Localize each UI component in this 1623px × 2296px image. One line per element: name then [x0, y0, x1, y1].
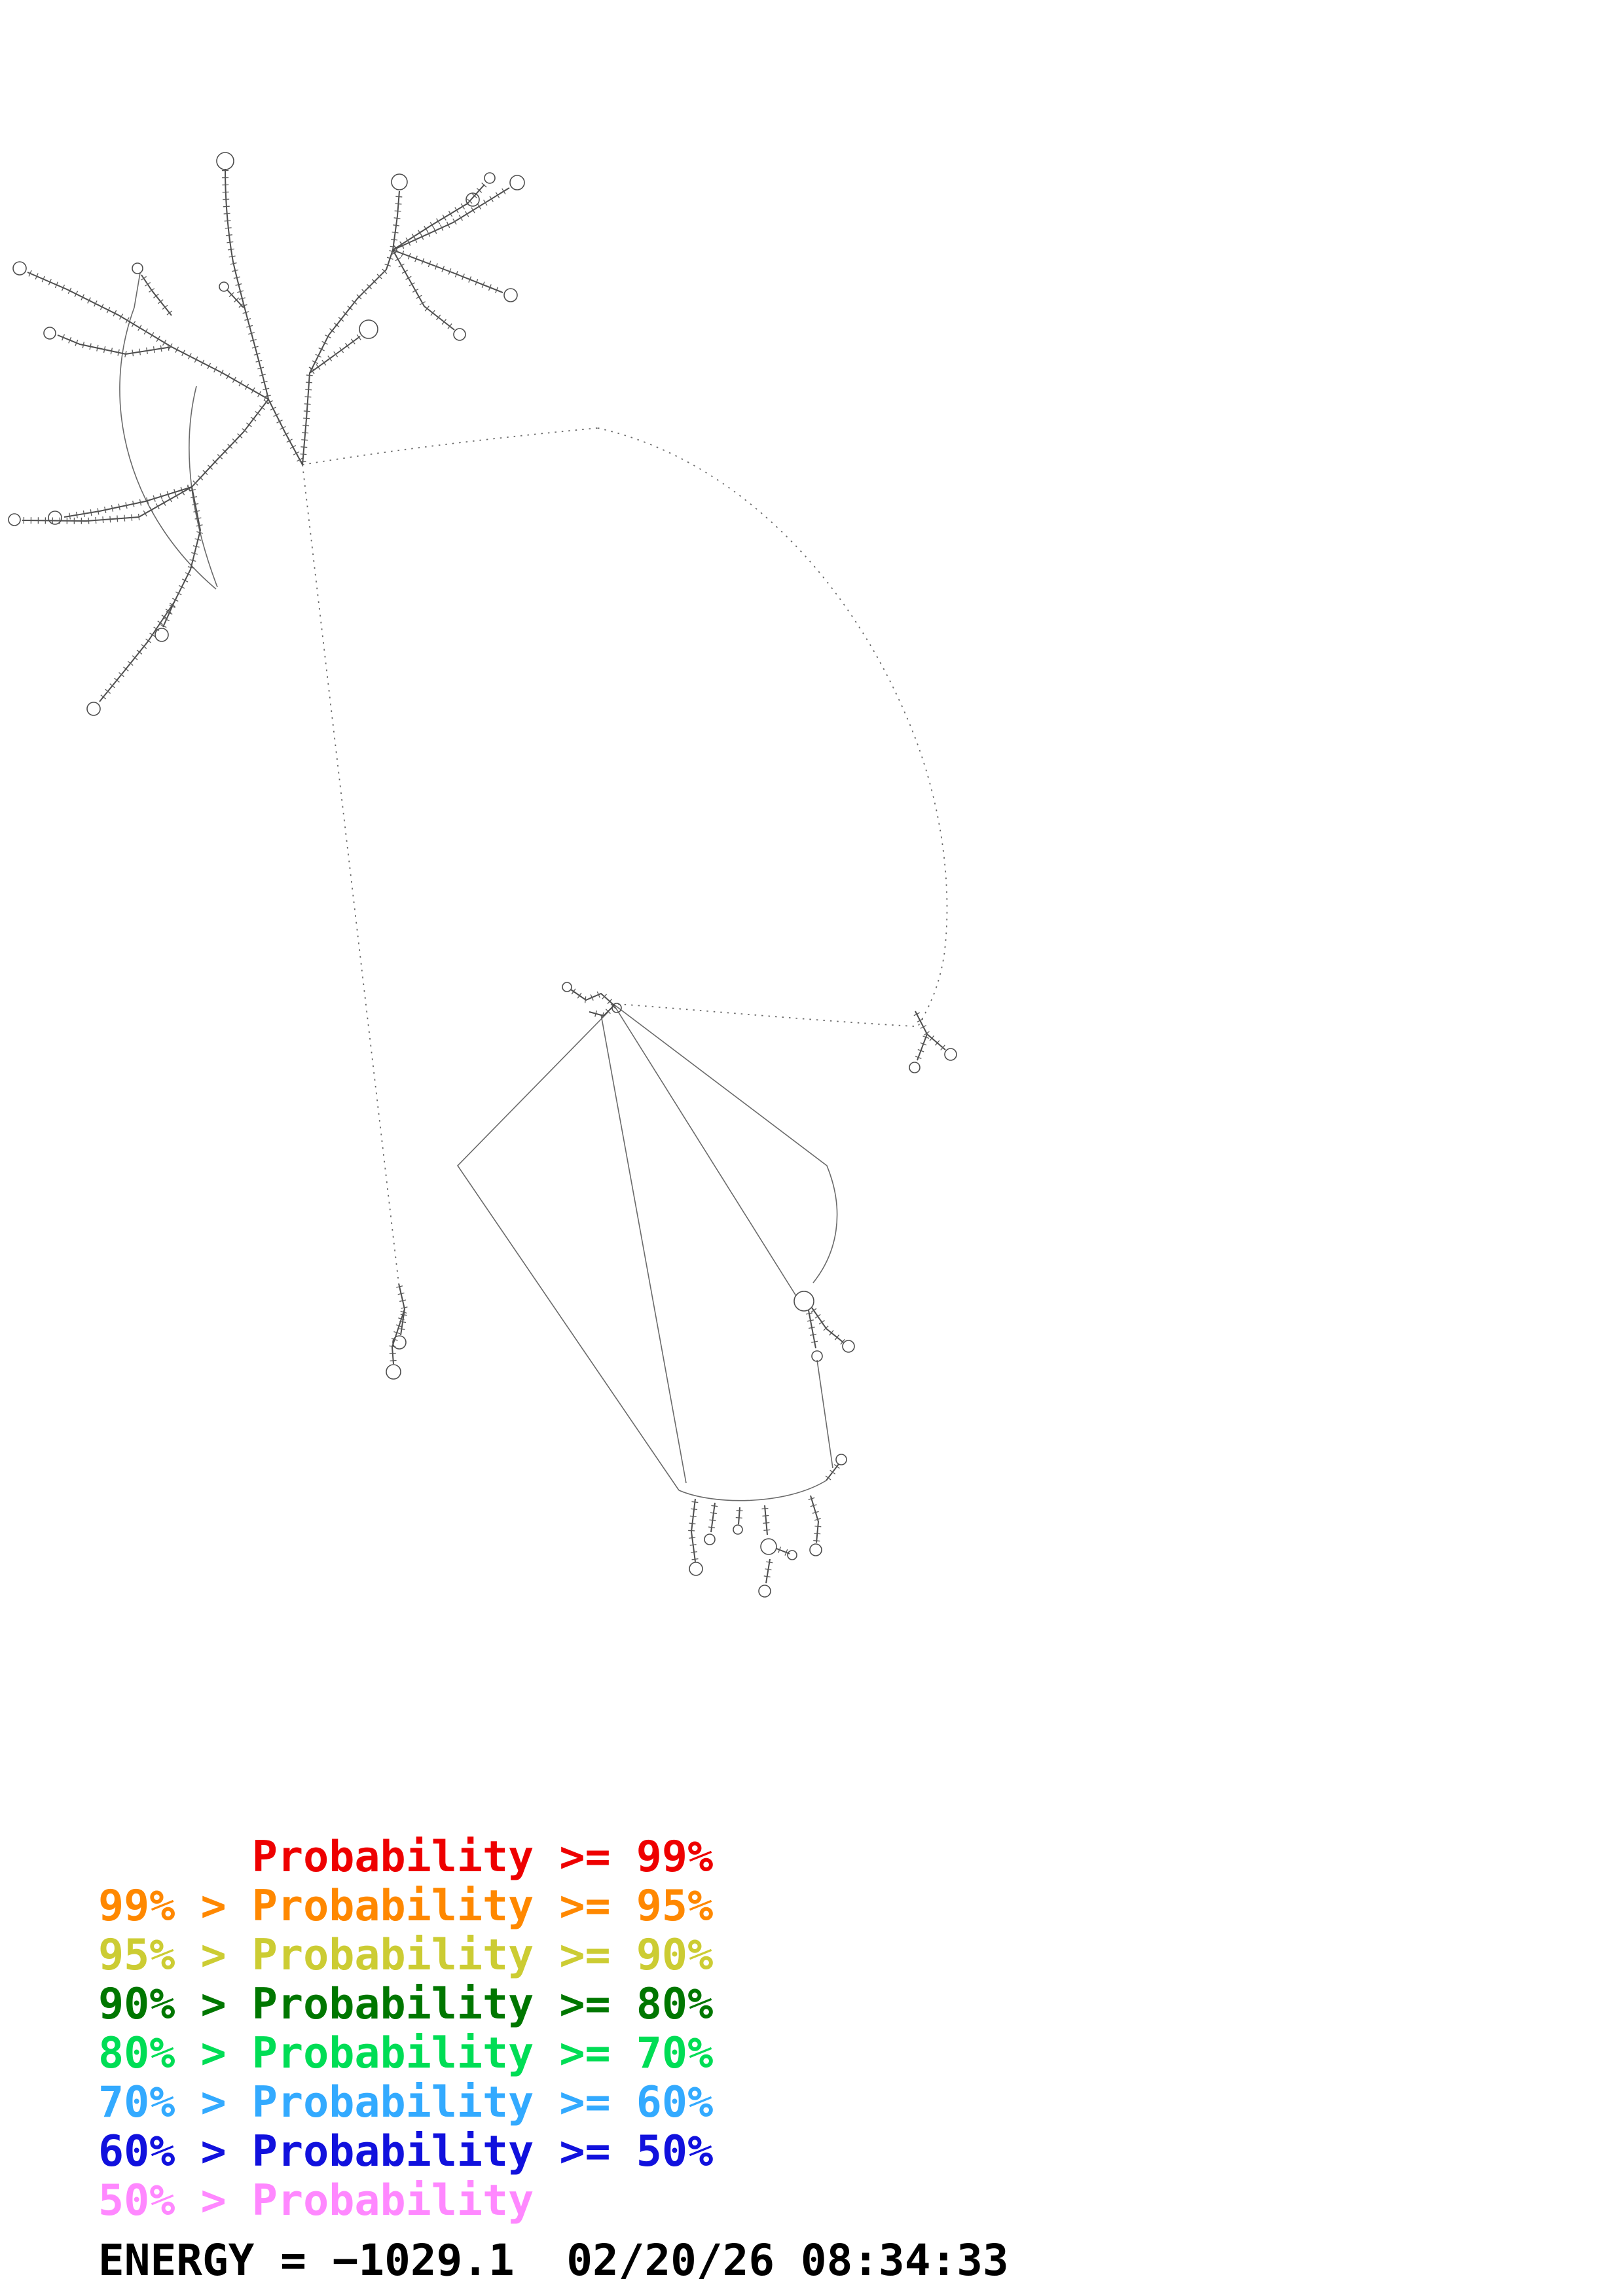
legend-item: 50% > Probability: [98, 2176, 534, 2225]
legend-item: 60% > Probability >= 50%: [98, 2127, 714, 2176]
legend-item: 70% > Probability >= 60%: [98, 2078, 714, 2127]
energy-readout: ENERGY = −1029.1 02/20/26 08:34:33: [98, 2235, 1009, 2286]
legend-item: 90% > Probability >= 80%: [98, 1980, 714, 2029]
rna-helix-branches: [22, 168, 946, 1584]
rna-backbone-connectors: [119, 272, 948, 1501]
legend-item: 99% > Probability >= 95%: [98, 1882, 714, 1931]
legend-item: Probability >= 99%: [98, 1833, 714, 1882]
rna-base-ticks: [23, 170, 945, 1578]
structure-plot: [8, 152, 957, 1598]
rna-loop-circles: [8, 152, 957, 1598]
legend-item: 95% > Probability >= 90%: [98, 1931, 714, 1980]
legend: Probability >= 99% 99% > Probability >= …: [98, 1833, 713, 2225]
legend-item: 80% > Probability >= 70%: [98, 2029, 714, 2078]
